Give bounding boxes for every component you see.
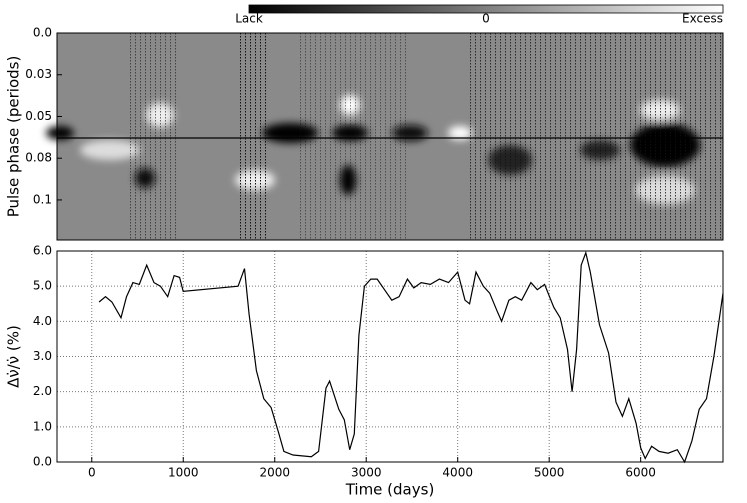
x-tick-label: 2000 — [259, 466, 290, 480]
y-axis-label: Pulse phase (periods) — [5, 56, 23, 218]
y-tick-label: 0.05 — [25, 109, 52, 123]
colorbar-label: Excess — [682, 12, 723, 26]
x-tick-label: 0 — [88, 466, 96, 480]
x-tick-label: 4000 — [442, 466, 473, 480]
x-tick-label: 1000 — [168, 466, 199, 480]
y-tick-label: 4.0 — [33, 314, 52, 328]
y-tick-label: 0.0 — [33, 455, 52, 469]
y-tick-label: 1.0 — [33, 419, 52, 433]
colorbar-label: 0 — [482, 12, 490, 26]
colorbar-label: Lack — [235, 12, 263, 26]
x-axis-label: Time (days) — [345, 481, 435, 499]
y-tick-label: 0.03 — [25, 67, 52, 81]
plot-frame — [56, 250, 724, 463]
y-tick-label: 0.08 — [25, 151, 52, 165]
x-tick-label: 6000 — [625, 466, 656, 480]
y-axis-label: Δν̇/ν̇ (%) — [5, 325, 23, 388]
y-tick-label: 0.1 — [33, 192, 52, 206]
y-tick-label: 5.0 — [33, 279, 52, 293]
data-line — [98, 250, 724, 464]
x-tick-label: 3000 — [351, 466, 382, 480]
colorbar — [248, 4, 724, 14]
y-tick-label: 2.0 — [33, 384, 52, 398]
y-tick-label: 3.0 — [33, 349, 52, 363]
heatmap-image — [46, 32, 724, 241]
x-tick-label: 5000 — [534, 466, 565, 480]
y-tick-label: 0.0 — [33, 26, 52, 40]
y-tick-label: 6.0 — [33, 244, 52, 258]
